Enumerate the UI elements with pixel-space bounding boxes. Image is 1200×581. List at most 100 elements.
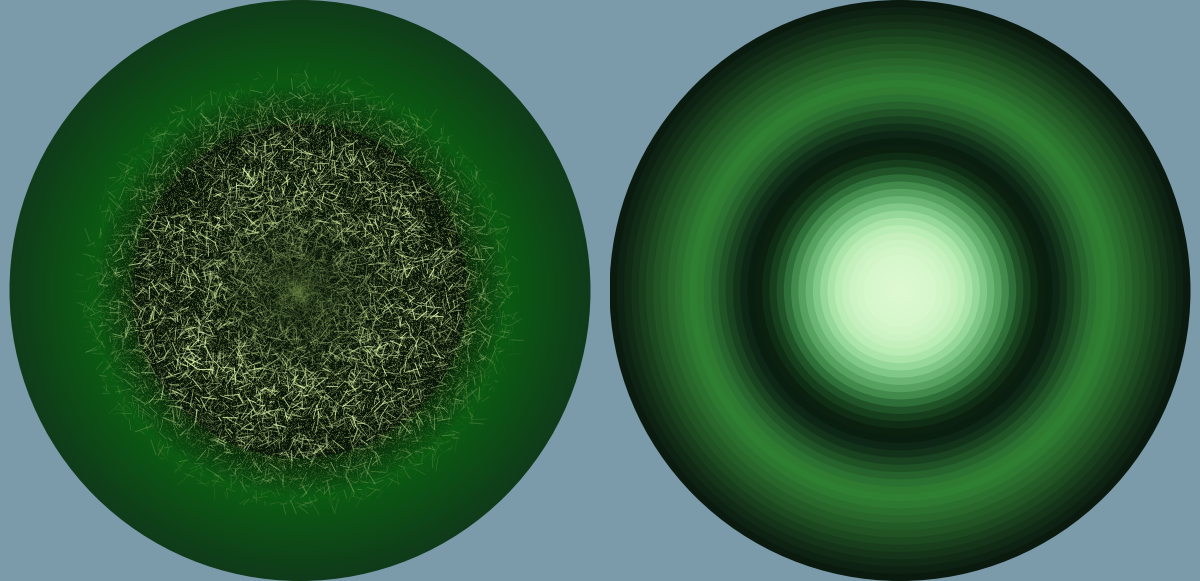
Point (240, 472, 259, 482)
Point (422, 170, 442, 180)
Point (172, 111, 191, 120)
Point (352, 453, 371, 462)
Point (342, 472, 361, 482)
Point (263, 149, 282, 158)
Point (384, 101, 403, 110)
Point (162, 349, 181, 358)
Point (80, 293, 100, 303)
Point (343, 299, 362, 308)
Point (400, 375, 419, 385)
Point (271, 175, 290, 184)
Point (250, 424, 269, 433)
Point (226, 379, 245, 389)
Point (342, 376, 361, 386)
Point (181, 243, 200, 253)
Point (324, 150, 343, 160)
Point (266, 77, 286, 87)
Point (185, 403, 204, 413)
Point (288, 85, 307, 95)
Point (486, 295, 505, 304)
Point (186, 113, 205, 123)
Point (432, 267, 451, 277)
Point (174, 161, 193, 170)
Point (154, 364, 173, 374)
Point (377, 274, 396, 283)
Point (193, 461, 212, 470)
Point (239, 485, 258, 494)
Point (503, 278, 522, 288)
Point (256, 314, 275, 323)
Point (187, 266, 206, 275)
Point (259, 415, 278, 424)
Point (457, 279, 476, 289)
Point (222, 254, 241, 264)
Point (323, 117, 342, 126)
Point (413, 417, 432, 426)
Point (331, 429, 350, 439)
Point (164, 377, 184, 386)
Point (377, 414, 396, 423)
Point (342, 270, 361, 279)
Point (353, 363, 372, 372)
Point (252, 224, 271, 233)
Point (320, 110, 340, 120)
Point (206, 444, 226, 453)
Point (271, 146, 290, 156)
Point (208, 286, 227, 296)
Point (133, 427, 152, 436)
Point (242, 162, 262, 171)
Point (356, 206, 376, 215)
Point (335, 447, 354, 456)
Point (184, 278, 203, 287)
Point (185, 291, 204, 300)
Point (500, 293, 520, 302)
Point (416, 351, 436, 360)
Point (209, 412, 228, 421)
Point (468, 283, 487, 292)
Point (322, 229, 341, 238)
Point (162, 220, 181, 229)
Point (247, 253, 266, 262)
Point (310, 72, 329, 81)
Point (164, 333, 184, 343)
Point (347, 160, 366, 170)
Point (253, 185, 272, 194)
Point (449, 374, 468, 383)
Point (317, 130, 336, 139)
Point (286, 72, 305, 81)
Point (256, 75, 275, 84)
Point (367, 215, 386, 224)
Point (194, 350, 214, 360)
Point (115, 165, 134, 174)
Point (446, 376, 466, 386)
Point (330, 227, 349, 236)
Point (276, 302, 295, 311)
Point (184, 413, 203, 422)
Point (200, 236, 220, 245)
Point (176, 427, 196, 436)
Point (179, 118, 198, 127)
Point (190, 465, 209, 475)
Point (136, 289, 155, 299)
Point (376, 214, 395, 224)
Point (408, 206, 427, 215)
Point (281, 375, 300, 384)
Point (348, 137, 367, 146)
Point (292, 109, 311, 119)
Point (302, 326, 322, 335)
Point (354, 113, 373, 122)
Point (335, 355, 354, 364)
Point (95, 245, 114, 254)
Point (277, 103, 296, 112)
Point (96, 263, 115, 272)
Point (389, 127, 408, 136)
Point (318, 322, 337, 332)
Point (308, 148, 328, 157)
Point (188, 188, 208, 198)
Point (229, 352, 248, 361)
Point (205, 134, 224, 144)
Point (185, 320, 204, 329)
Point (238, 314, 257, 323)
Point (211, 145, 230, 154)
Point (325, 181, 344, 190)
